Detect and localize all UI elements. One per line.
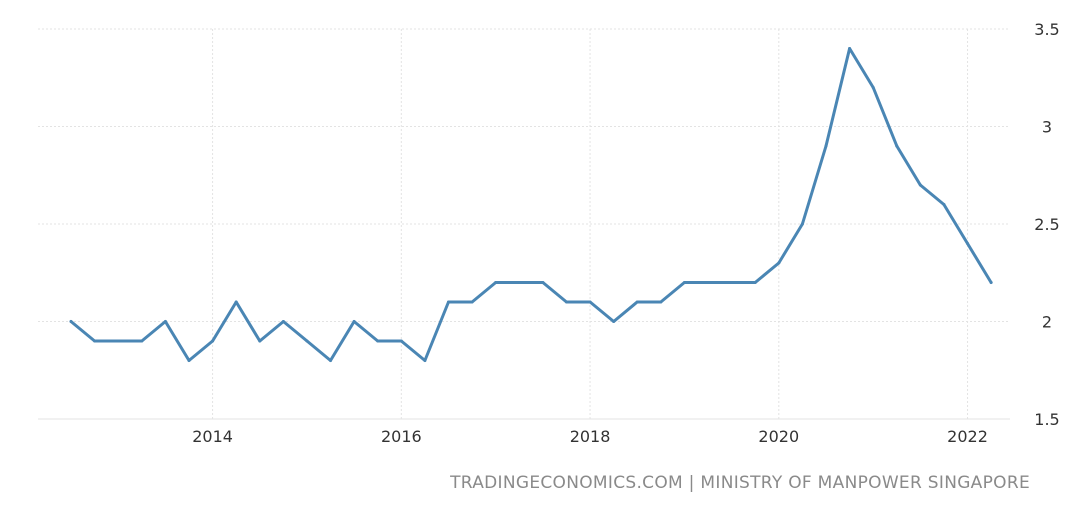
data-point xyxy=(234,300,238,304)
data-point xyxy=(517,281,521,284)
data-point xyxy=(541,281,545,284)
data-point xyxy=(399,339,403,343)
data-point xyxy=(69,320,73,323)
data-point xyxy=(163,320,167,323)
data-point xyxy=(352,320,356,323)
data-point xyxy=(612,320,616,323)
data-point xyxy=(329,359,333,362)
data-point xyxy=(777,261,781,265)
data-point xyxy=(470,300,474,304)
y-tick-label: 3 xyxy=(1042,118,1052,137)
data-point xyxy=(116,339,120,343)
x-tick-label: 2014 xyxy=(192,427,233,446)
data-point xyxy=(564,300,568,304)
x-tick-label: 2022 xyxy=(947,427,988,446)
x-tick-label: 2016 xyxy=(381,427,422,446)
data-point xyxy=(211,339,215,343)
data-point xyxy=(753,281,757,284)
x-tick-label: 2020 xyxy=(758,427,799,446)
data-point xyxy=(730,281,734,284)
data-point xyxy=(800,222,804,226)
plot-area xyxy=(69,47,993,362)
data-point xyxy=(824,144,828,148)
data-point xyxy=(848,47,852,50)
series-line xyxy=(69,47,993,362)
grid xyxy=(38,28,1010,420)
data-point xyxy=(93,339,97,343)
y-axis: 1.5 2 2.5 3 3.5 xyxy=(1034,20,1059,429)
data-point xyxy=(989,281,993,284)
data-point xyxy=(305,339,309,343)
data-point xyxy=(918,183,922,187)
data-point xyxy=(423,359,427,362)
y-tick-label: 2 xyxy=(1042,313,1052,332)
source-label: TRADINGECONOMICS.COM | MINISTRY OF MANPO… xyxy=(449,473,1030,493)
data-point xyxy=(376,339,380,343)
x-tick-label: 2018 xyxy=(570,427,611,446)
data-point xyxy=(494,281,498,284)
y-tick-label: 1.5 xyxy=(1034,410,1059,429)
data-point xyxy=(281,320,285,323)
data-point xyxy=(588,300,592,304)
y-tick-label: 2.5 xyxy=(1034,215,1059,234)
data-point xyxy=(706,281,710,284)
data-point xyxy=(895,144,899,148)
x-axis: 2014 2016 2018 2020 2022 xyxy=(192,427,988,446)
data-point xyxy=(258,339,262,343)
data-point xyxy=(659,300,663,304)
data-point xyxy=(871,86,875,89)
data-point xyxy=(635,300,639,304)
data-point xyxy=(140,339,144,343)
data-point xyxy=(966,242,970,245)
data-point xyxy=(447,300,451,304)
data-point xyxy=(942,203,946,206)
data-point xyxy=(682,281,686,284)
data-point xyxy=(187,359,191,362)
y-tick-label: 3.5 xyxy=(1034,20,1059,39)
